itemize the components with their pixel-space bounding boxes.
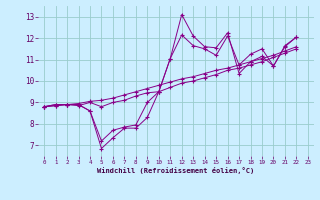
X-axis label: Windchill (Refroidissement éolien,°C): Windchill (Refroidissement éolien,°C) (97, 167, 255, 174)
